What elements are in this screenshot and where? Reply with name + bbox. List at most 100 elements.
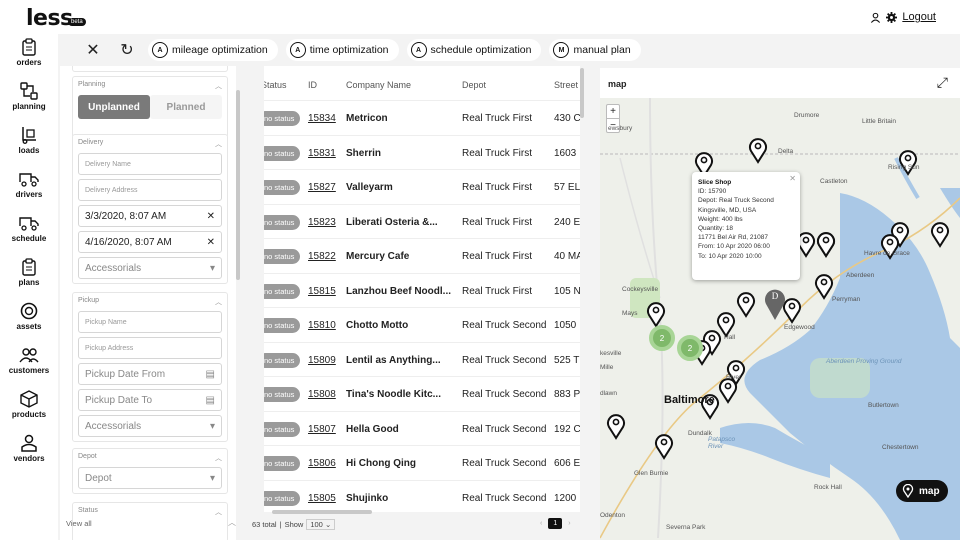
column-header-id[interactable]: ID	[308, 80, 317, 90]
clear-icon[interactable]: ✕	[206, 236, 215, 248]
delivery-address-input[interactable]: Delivery Address	[78, 179, 222, 201]
order-id-link[interactable]: 15810	[308, 320, 336, 331]
refresh-button[interactable]: ↻	[114, 38, 140, 62]
order-id-link[interactable]: 15807	[308, 423, 336, 435]
chevron-up-icon[interactable]: ︿	[215, 299, 222, 306]
app-logo[interactable]: less	[26, 6, 73, 31]
accessorials-select[interactable]: Accessorials ▾	[78, 415, 222, 437]
nav-drivers[interactable]: drivers	[0, 170, 58, 199]
pickup-date-to-input[interactable]: Pickup Date To ▤	[78, 389, 222, 411]
delivery-pin[interactable]	[737, 292, 755, 318]
order-id-link[interactable]: 15809	[308, 354, 336, 366]
nav-customers[interactable]: customers	[0, 346, 58, 375]
expand-icon[interactable]: ⤢	[936, 74, 948, 90]
column-header-status[interactable]: Status	[264, 80, 287, 90]
planned-toggle[interactable]: Planned	[150, 95, 222, 119]
table-row[interactable]: no status 15810 Chotto Motto Real Truck Sec…	[264, 307, 580, 342]
prev-page-icon[interactable]: ‹	[540, 520, 543, 527]
table-row[interactable]: no status 15831 Sherrin Real Truck First 160…	[264, 134, 580, 170]
pickup-address-input[interactable]: Pickup Address	[78, 337, 222, 359]
delivery-pin[interactable]	[899, 150, 917, 176]
order-id-link[interactable]: 15822	[308, 251, 336, 262]
chevron-up-icon[interactable]: ︿	[215, 455, 222, 462]
close-button[interactable]: ✕	[80, 38, 106, 62]
marker-cluster[interactable]	[677, 335, 703, 361]
delivery-pin[interactable]	[607, 414, 625, 440]
table-horizontal-scrollbar[interactable]	[272, 510, 372, 514]
column-header-street[interactable]: Street	[554, 80, 579, 90]
next-page-icon[interactable]: ›	[568, 520, 571, 527]
column-header-depot[interactable]: Depot	[462, 80, 487, 90]
order-id-link[interactable]: 15827	[308, 182, 336, 193]
delivery-pin[interactable]	[701, 394, 719, 420]
nav-plans[interactable]: plans	[0, 258, 58, 287]
depot-select[interactable]: Depot ▾	[78, 467, 222, 489]
delivery-pin[interactable]	[727, 360, 745, 386]
table-row[interactable]: no status 15827 Valleyarm Real Truck First 5…	[264, 169, 580, 204]
order-id-link[interactable]: 15834	[308, 113, 336, 124]
delivery-name-input[interactable]: Delivery Name	[78, 153, 222, 175]
order-id-link[interactable]: 15805	[308, 492, 336, 504]
page-size-select[interactable]: 100 ⌄	[306, 519, 336, 530]
delivery-pin[interactable]	[647, 302, 665, 328]
delivery-pin[interactable]	[719, 378, 737, 404]
table-row[interactable]: no status 15834 Metricon Real Truck First 43…	[264, 100, 580, 135]
pickup-date-from-input[interactable]: Pickup Date From ▤	[78, 363, 222, 385]
nav-schedule[interactable]: schedule	[0, 214, 58, 243]
close-icon[interactable]: ✕	[789, 174, 796, 183]
chevron-up-icon[interactable]: ︿	[215, 83, 222, 90]
delivery-pin[interactable]	[695, 152, 713, 178]
gear-icon[interactable]	[886, 11, 898, 23]
table-row[interactable]: no status 15806 Hi Chong Qing Real Truck Se…	[264, 445, 580, 480]
nav-loads[interactable]: loads	[0, 126, 58, 155]
order-id-link[interactable]: 15831	[308, 147, 336, 159]
table-row[interactable]: no status 15822 Mercury Cafe Real Truck Fir…	[264, 238, 580, 273]
delivery-date-to-input[interactable]: 4/16/2020, 8:07 AM ✕	[78, 231, 222, 253]
user-icon[interactable]	[870, 12, 881, 23]
nav-orders[interactable]: orders	[0, 38, 58, 67]
table-row[interactable]: no status 15815 Lanzhou Beef Noodl... Real …	[264, 272, 580, 308]
delivery-pin[interactable]	[931, 222, 949, 248]
table-row[interactable]: no status 15809 Lentil as Anything... Real …	[264, 341, 580, 377]
marker-cluster[interactable]	[649, 325, 675, 351]
delivery-pin[interactable]	[891, 222, 909, 248]
zoom-out-button[interactable]: −	[607, 118, 619, 132]
filter-scrollbar[interactable]	[236, 90, 240, 280]
map-view-button[interactable]: map	[896, 480, 948, 502]
page-button-current[interactable]: 1	[548, 518, 563, 529]
delivery-pin[interactable]	[655, 434, 673, 460]
chevron-up-icon[interactable]: ︿	[215, 509, 222, 516]
nav-products[interactable]: products	[0, 390, 58, 419]
order-id-link[interactable]: 15823	[308, 216, 336, 228]
chevron-up-icon[interactable]: ︿	[215, 141, 222, 148]
view-all-link[interactable]: View all	[66, 519, 92, 528]
logout-link[interactable]: Logout	[902, 11, 936, 23]
order-id-link[interactable]: 15815	[308, 285, 336, 297]
delivery-pin[interactable]	[749, 138, 767, 164]
zoom-in-button[interactable]: +	[610, 106, 616, 117]
nav-planning[interactable]: planning	[0, 82, 58, 111]
nav-assets[interactable]: assets	[0, 302, 58, 331]
order-id-link[interactable]: 15806	[308, 458, 336, 469]
delivery-pin[interactable]	[817, 232, 835, 258]
unplanned-toggle[interactable]: Unplanned	[78, 95, 150, 119]
map-canvas[interactable]: 2 2 D	[600, 98, 960, 540]
clear-icon[interactable]: ✕	[206, 210, 215, 222]
table-row[interactable]: no status 15823 Liberati Osteria &... Real …	[264, 203, 580, 239]
nav-vendors[interactable]: vendors	[0, 434, 58, 463]
column-header-company[interactable]: Company Name	[346, 80, 412, 90]
delivery-date-from-input[interactable]: 3/3/2020, 8:07 AM ✕	[78, 205, 222, 227]
chevron-up-icon[interactable]: ︿	[228, 518, 236, 527]
order-id-link[interactable]: 15808	[308, 389, 336, 400]
table-vertical-scrollbar[interactable]	[580, 68, 584, 118]
accessorials-select[interactable]: Accessorials ▾	[78, 257, 222, 279]
delivery-pin[interactable]	[717, 312, 735, 338]
delivery-pin[interactable]	[783, 298, 801, 324]
depot-marker[interactable]	[765, 289, 785, 320]
table-row[interactable]: no status 15807 Hella Good Real Truck Secon…	[264, 410, 580, 446]
table-row[interactable]: no status 15805 Shujinko Real Truck Second 1…	[264, 479, 580, 513]
